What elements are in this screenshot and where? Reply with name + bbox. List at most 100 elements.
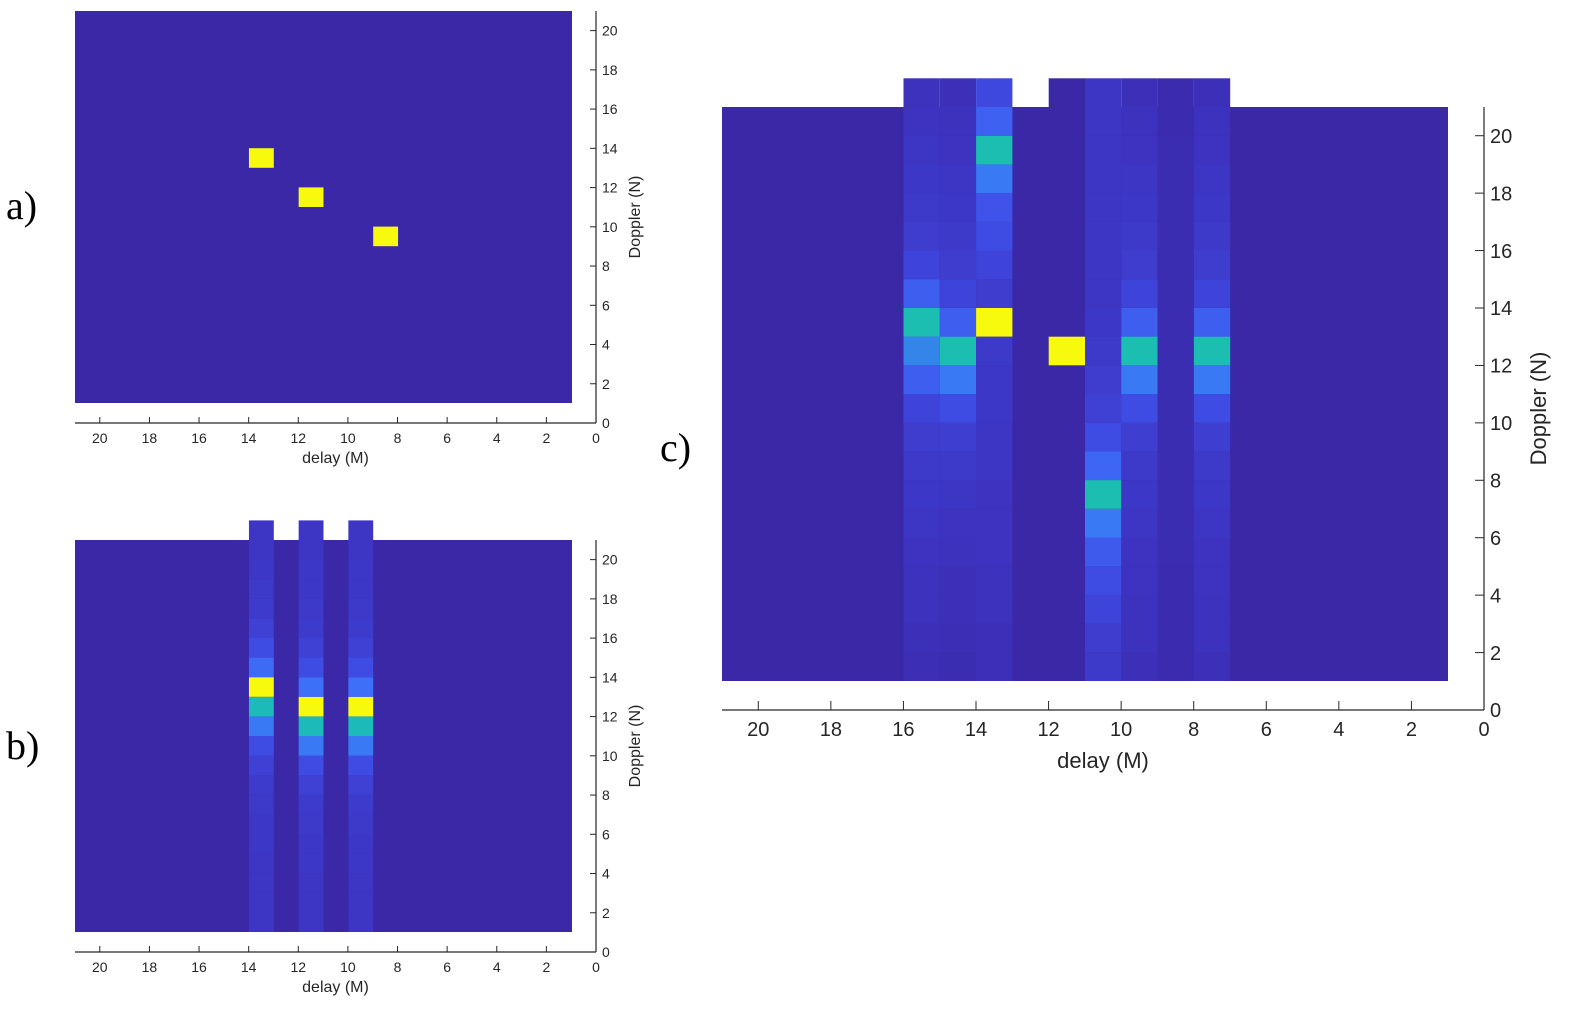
heatmap-cell bbox=[1085, 250, 1122, 280]
heatmap-cell bbox=[1121, 451, 1158, 481]
heatmap-cell bbox=[248, 657, 274, 678]
heatmap-cell bbox=[1085, 594, 1122, 624]
heatmap-cell bbox=[1048, 135, 1085, 165]
heatmap-cell bbox=[1085, 307, 1122, 337]
heatmap-cell bbox=[1085, 566, 1122, 595]
heatmap-cell bbox=[348, 618, 374, 638]
heatmap-cell bbox=[939, 566, 977, 595]
heatmap-cell bbox=[903, 365, 940, 394]
heatmap-cell bbox=[1048, 279, 1085, 308]
heatmap-cell bbox=[1048, 78, 1085, 107]
heatmap-cell bbox=[939, 221, 977, 251]
heatmap-cell bbox=[248, 520, 274, 540]
heatmap-cell bbox=[903, 164, 940, 194]
panel-label-b: b) bbox=[6, 723, 40, 768]
y-tick-label: 10 bbox=[1490, 413, 1512, 435]
heatmap-cell bbox=[298, 736, 324, 756]
x-tick-label: 18 bbox=[142, 430, 158, 446]
heatmap-cell bbox=[1193, 652, 1231, 681]
heatmap-cell bbox=[348, 520, 374, 540]
heatmap-cell bbox=[1121, 336, 1158, 366]
y-tick-label: 16 bbox=[1490, 241, 1512, 263]
heatmap-cell bbox=[1085, 508, 1122, 538]
heatmap-cell bbox=[348, 892, 374, 913]
heatmap-cell bbox=[1085, 336, 1122, 366]
heatmap-cell bbox=[1157, 336, 1194, 366]
heatmap-cell bbox=[1085, 623, 1122, 653]
heatmap-cell bbox=[903, 623, 940, 653]
heatmap-cell bbox=[248, 892, 274, 913]
heatmap-cell bbox=[1048, 537, 1085, 567]
heatmap-cell bbox=[1085, 78, 1122, 107]
heatmap-cell bbox=[1193, 451, 1231, 481]
heatmap-cell bbox=[1121, 422, 1158, 452]
heatmap-cell bbox=[248, 696, 274, 717]
heatmap-cell bbox=[1121, 221, 1158, 251]
heatmap-cell bbox=[1157, 78, 1194, 107]
heatmap-cell bbox=[248, 853, 274, 874]
x-axis-label: delay (M) bbox=[302, 450, 369, 467]
x-tick-label: 2 bbox=[1406, 719, 1417, 741]
heatmap-cell bbox=[348, 540, 374, 560]
y-tick-label: 12 bbox=[602, 709, 618, 725]
heatmap-cell bbox=[248, 540, 274, 560]
x-tick-label: 16 bbox=[892, 719, 914, 741]
heatmap-cell bbox=[903, 193, 940, 222]
heatmap-cell bbox=[1193, 480, 1231, 509]
x-tick-label: 2 bbox=[542, 959, 550, 975]
y-tick-label: 4 bbox=[602, 337, 610, 353]
heatmap-cell bbox=[1121, 307, 1158, 337]
heatmap-cell bbox=[1157, 107, 1194, 136]
heatmap-cell bbox=[1048, 508, 1085, 538]
heatmap-cell bbox=[348, 598, 374, 619]
heatmap-cell bbox=[976, 336, 1013, 366]
heatmap-cell bbox=[298, 794, 324, 815]
heatmap-cell bbox=[976, 221, 1013, 251]
heatmap-cell bbox=[1157, 451, 1194, 481]
heatmap-cell bbox=[1085, 480, 1122, 509]
y-tick-label: 10 bbox=[602, 219, 618, 235]
y-tick-label: 18 bbox=[1490, 183, 1512, 205]
x-tick-label: 4 bbox=[493, 430, 501, 446]
heatmap-cell bbox=[939, 279, 977, 308]
heatmap-cell bbox=[298, 657, 324, 678]
heatmap-cell bbox=[976, 394, 1013, 423]
x-tick-label: 10 bbox=[1110, 719, 1132, 741]
heatmap-cell bbox=[248, 814, 274, 834]
y-tick-label: 14 bbox=[602, 140, 618, 156]
heatmap-cell bbox=[939, 422, 977, 452]
heatmap-cell bbox=[1121, 135, 1158, 165]
heatmap-cell bbox=[903, 451, 940, 481]
heatmap-cell bbox=[976, 78, 1013, 107]
heatmap-cell bbox=[1121, 78, 1158, 107]
y-tick-label: 0 bbox=[602, 415, 610, 431]
heatmap-cell bbox=[1157, 135, 1194, 165]
heatmap-cell bbox=[248, 148, 274, 168]
x-tick-label: 10 bbox=[340, 959, 356, 975]
heatmap-cell bbox=[939, 365, 977, 394]
heatmap-cell bbox=[903, 652, 940, 681]
heatmap-cell bbox=[373, 226, 399, 247]
heatmap-cell bbox=[1157, 537, 1194, 567]
heatmap-cell bbox=[1193, 594, 1231, 624]
heatmap-cell bbox=[348, 677, 374, 697]
heatmap-cell bbox=[1048, 394, 1085, 423]
heatmap-cell bbox=[903, 537, 940, 567]
heatmap-cell bbox=[1193, 78, 1231, 107]
heatmap-cell bbox=[348, 873, 374, 893]
heatmap-cell bbox=[1157, 508, 1194, 538]
heatmap-cell bbox=[976, 307, 1013, 337]
heatmap-cell bbox=[1048, 250, 1085, 280]
heatmap-cell bbox=[248, 794, 274, 815]
x-tick-label: 14 bbox=[965, 719, 987, 741]
heatmap-cell bbox=[1157, 652, 1194, 681]
heatmap-cell bbox=[903, 422, 940, 452]
heatmap-cell bbox=[939, 623, 977, 653]
y-tick-label: 20 bbox=[602, 23, 618, 39]
heatmap-cell bbox=[248, 579, 274, 599]
heatmap-cell bbox=[1193, 250, 1231, 280]
heatmap-cell bbox=[903, 336, 940, 366]
heatmap-cell bbox=[248, 912, 274, 932]
heatmap-cell bbox=[939, 451, 977, 481]
